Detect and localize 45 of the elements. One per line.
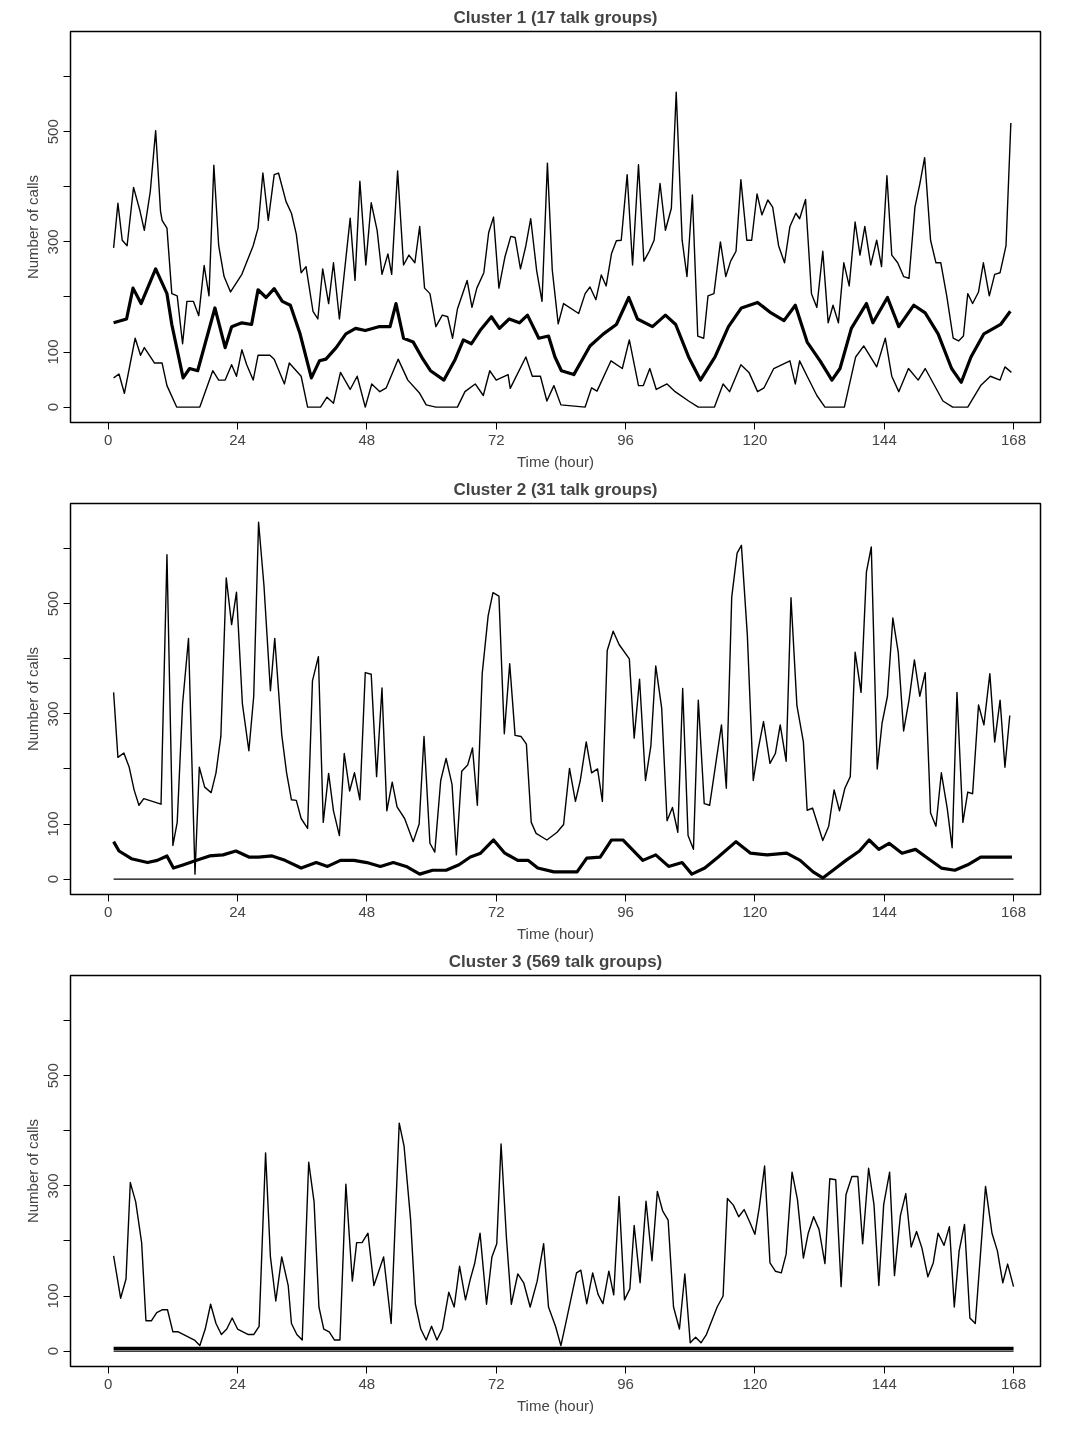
x-tick-label: 24 xyxy=(229,1374,246,1392)
x-tick-label: 96 xyxy=(617,430,634,448)
x-tick-label: 96 xyxy=(617,1374,634,1392)
x-tick-label: 72 xyxy=(487,430,505,448)
y-tick-label: 0 xyxy=(44,1346,62,1356)
x-tick-label: 96 xyxy=(617,902,634,920)
x-tick-label: 120 xyxy=(742,430,768,448)
y-tick-label: 500 xyxy=(44,591,62,617)
y-tick-label: 300 xyxy=(44,1173,62,1199)
x-tick-label: 0 xyxy=(104,1374,113,1392)
y-axis-title: Number of calls xyxy=(23,646,41,752)
x-tick-label: 24 xyxy=(229,430,246,448)
y-tick-label: 0 xyxy=(44,874,62,884)
x-tick-label: 144 xyxy=(871,1374,897,1392)
x-tick-label: 144 xyxy=(871,430,897,448)
x-axis-title: Time (hour) xyxy=(517,452,594,470)
x-tick-label: 120 xyxy=(742,902,768,920)
y-tick-label: 300 xyxy=(44,701,62,727)
x-tick-label: 72 xyxy=(487,902,505,920)
x-axis-title: Time (hour) xyxy=(517,924,594,942)
x-tick-label: 0 xyxy=(104,902,113,920)
y-tick-label: 0 xyxy=(44,402,62,412)
x-tick-label: 120 xyxy=(742,1374,768,1392)
chart-title: Cluster 2 (31 talk groups) xyxy=(453,479,658,499)
y-axis-title: Number of calls xyxy=(23,174,41,280)
chart-title: Cluster 1 (17 talk groups) xyxy=(453,7,658,27)
y-tick-label: 100 xyxy=(44,339,62,365)
x-tick-label: 168 xyxy=(1001,902,1027,920)
chart-title: Cluster 3 (569 talk groups) xyxy=(448,951,663,971)
x-tick-label: 144 xyxy=(871,902,897,920)
y-tick-label: 500 xyxy=(44,1063,62,1089)
x-axis-title: Time (hour) xyxy=(517,1396,594,1414)
x-tick-label: 168 xyxy=(1001,1374,1027,1392)
x-tick-label: 48 xyxy=(358,902,376,920)
x-tick-label: 168 xyxy=(1001,430,1027,448)
x-tick-label: 48 xyxy=(358,430,376,448)
x-tick-label: 24 xyxy=(229,902,246,920)
x-tick-label: 48 xyxy=(358,1374,376,1392)
x-tick-label: 72 xyxy=(487,1374,505,1392)
y-tick-label: 500 xyxy=(44,119,62,145)
y-tick-label: 300 xyxy=(44,229,62,255)
y-tick-label: 100 xyxy=(44,811,62,837)
y-axis-title: Number of calls xyxy=(23,1118,41,1224)
y-tick-label: 100 xyxy=(44,1283,62,1309)
x-tick-label: 0 xyxy=(104,430,113,448)
